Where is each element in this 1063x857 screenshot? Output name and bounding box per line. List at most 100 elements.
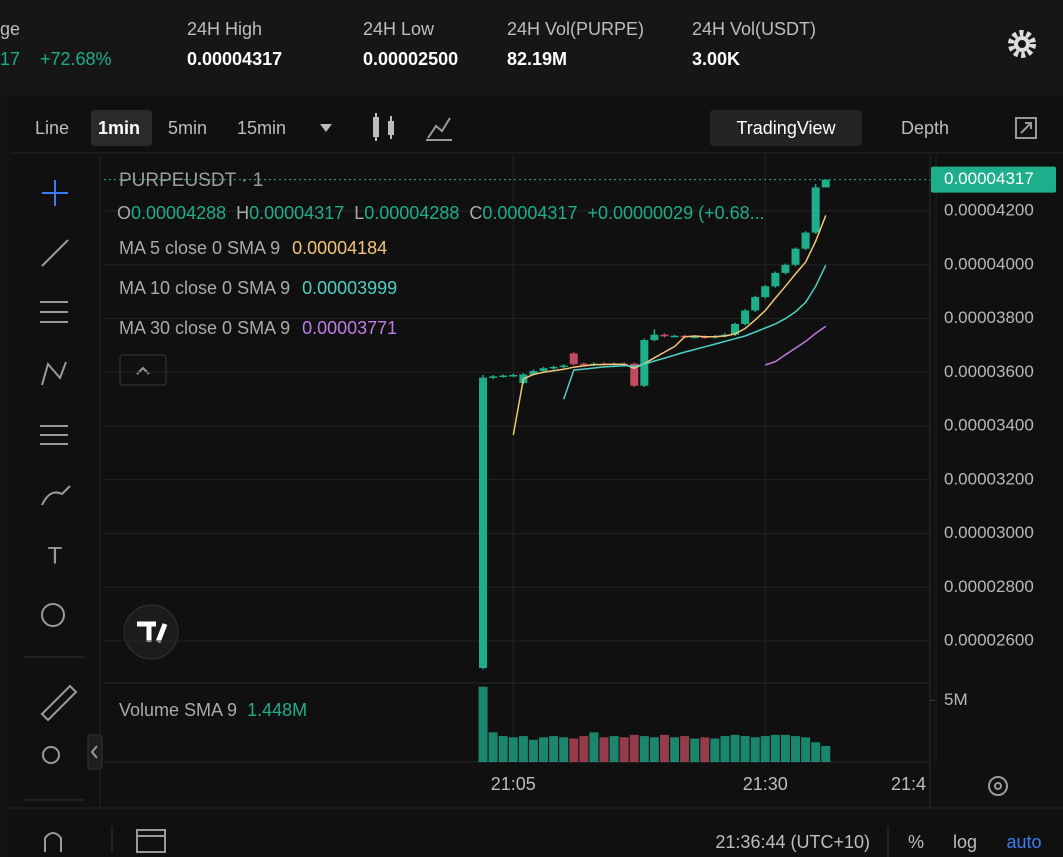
- pattern-tool[interactable]: [41, 361, 67, 386]
- stat-value: 3.00K: [692, 49, 740, 69]
- interval-button[interactable]: Line: [35, 118, 69, 138]
- view-selected: [710, 110, 862, 146]
- ohlc-value: 0.00004317: [249, 203, 344, 223]
- fib-tool[interactable]: [40, 301, 68, 323]
- prediction-tool[interactable]: [40, 425, 68, 445]
- trendline-tool[interactable]: [41, 239, 69, 267]
- candle-body: [751, 297, 760, 311]
- x-tick-label: 21:05: [491, 774, 536, 794]
- candle-body: [489, 376, 498, 378]
- y-tick-label: 0.00003200: [944, 469, 1034, 488]
- volume-bar: [639, 736, 649, 762]
- ohlc-key: C: [469, 203, 482, 223]
- interval-button[interactable]: 1min: [98, 118, 140, 138]
- change-value: 17: [0, 49, 20, 69]
- volume-bar: [750, 737, 760, 762]
- candle-body: [771, 272, 780, 287]
- volume-bar: [700, 737, 710, 762]
- collapse-arrow: [90, 745, 98, 759]
- view-tab[interactable]: Depth: [901, 118, 949, 138]
- ohlc-key: H: [236, 203, 249, 223]
- candle-body: [559, 365, 568, 368]
- ma-legend: MA 10 close 0 SMA 9 0.00003999: [119, 278, 397, 298]
- stat-label: 24H High: [187, 19, 262, 39]
- calendar-button[interactable]: [136, 829, 166, 853]
- percent-toggle[interactable]: %: [908, 832, 924, 852]
- volume-bar: [589, 732, 599, 762]
- volume-bar: [720, 736, 730, 762]
- last-price-label: 0.00004317: [944, 169, 1034, 188]
- volume-bar: [801, 737, 811, 762]
- view-tab[interactable]: TradingView: [736, 118, 836, 138]
- y-tick-label: 0.00003600: [944, 362, 1034, 381]
- y-tick-label: 0.00003800: [944, 308, 1034, 327]
- volume-bar: [549, 736, 559, 762]
- y-tick-label: 0.00003000: [944, 523, 1034, 542]
- volume-bar: [498, 736, 508, 762]
- chart-panel: [10, 100, 1063, 857]
- ma-line: [512, 215, 827, 436]
- crosshair-tool[interactable]: [42, 180, 68, 206]
- candle-body: [499, 375, 508, 378]
- brush-tool[interactable]: [41, 485, 71, 506]
- log-toggle[interactable]: log: [953, 832, 977, 852]
- volume-bar: [508, 737, 518, 762]
- magnet-tool[interactable]: [44, 832, 62, 852]
- volume-bar: [730, 734, 740, 762]
- candle-body: [781, 264, 790, 273]
- time-axis-settings[interactable]: [988, 776, 1008, 796]
- ma-name: MA 10 close 0 SMA 9: [119, 278, 290, 298]
- stat-label: 24H Low: [363, 19, 435, 39]
- measure-tool[interactable]: [40, 684, 78, 722]
- interval-button[interactable]: 5min: [168, 118, 207, 138]
- candle-body: [579, 363, 588, 366]
- interval-button[interactable]: 15min: [237, 118, 286, 138]
- candle-type-button[interactable]: [373, 113, 394, 141]
- ma-name: MA 5 close 0 SMA 9: [119, 238, 280, 258]
- candle-body: [690, 336, 699, 339]
- volume-bar: [780, 734, 790, 762]
- emoji-tool[interactable]: [41, 603, 65, 627]
- volume-bar: [770, 734, 780, 762]
- interval-selected: [91, 110, 152, 146]
- text-tool[interactable]: T: [48, 542, 63, 569]
- volume-bar: [710, 738, 720, 762]
- ma-value: 0.00003771: [302, 318, 397, 338]
- candle-body: [811, 187, 820, 233]
- candle-body: [791, 248, 800, 265]
- legend-collapse[interactable]: [119, 354, 167, 386]
- volume-bar: [599, 737, 609, 762]
- volume-bar: [680, 736, 690, 762]
- candle-body: [660, 334, 669, 337]
- candle-body: [479, 377, 488, 668]
- candle-body: [801, 232, 810, 249]
- volume-bar: [539, 737, 549, 762]
- ma-legend: MA 5 close 0 SMA 9 0.00004184: [119, 238, 387, 258]
- clock: 21:36:44 (UTC+10): [715, 832, 870, 852]
- volume-tick-label: 5M: [944, 690, 968, 709]
- volume-bar: [629, 734, 639, 762]
- ma-value: 0.00003999: [302, 278, 397, 298]
- volume-bar: [791, 736, 801, 762]
- y-tick-label: 0.00004000: [944, 254, 1034, 273]
- auto-toggle[interactable]: auto: [1006, 832, 1041, 852]
- volume-bar: [488, 732, 498, 762]
- change-percent: +72.68%: [40, 49, 112, 69]
- stat-label: 24H Vol(PURPE): [507, 19, 644, 39]
- volume-bar: [670, 737, 680, 762]
- ohlc-key: O: [117, 203, 131, 223]
- collapse-tools[interactable]: [87, 734, 103, 770]
- zoom-tool[interactable]: [42, 746, 60, 764]
- candle-body: [761, 286, 770, 298]
- candle-body: [821, 179, 830, 188]
- interval-dropdown[interactable]: [320, 124, 332, 132]
- fullscreen-button[interactable]: [1015, 117, 1037, 139]
- indicators-button[interactable]: [426, 117, 452, 141]
- volume-bar: [528, 739, 538, 762]
- ohlc-value: 0.00004288: [364, 203, 459, 223]
- settings-button[interactable]: [1008, 30, 1036, 58]
- ma-value: 0.00004184: [292, 238, 387, 258]
- y-tick-label: 0.00004200: [944, 201, 1034, 220]
- stat-label: 24H Vol(USDT): [692, 19, 816, 39]
